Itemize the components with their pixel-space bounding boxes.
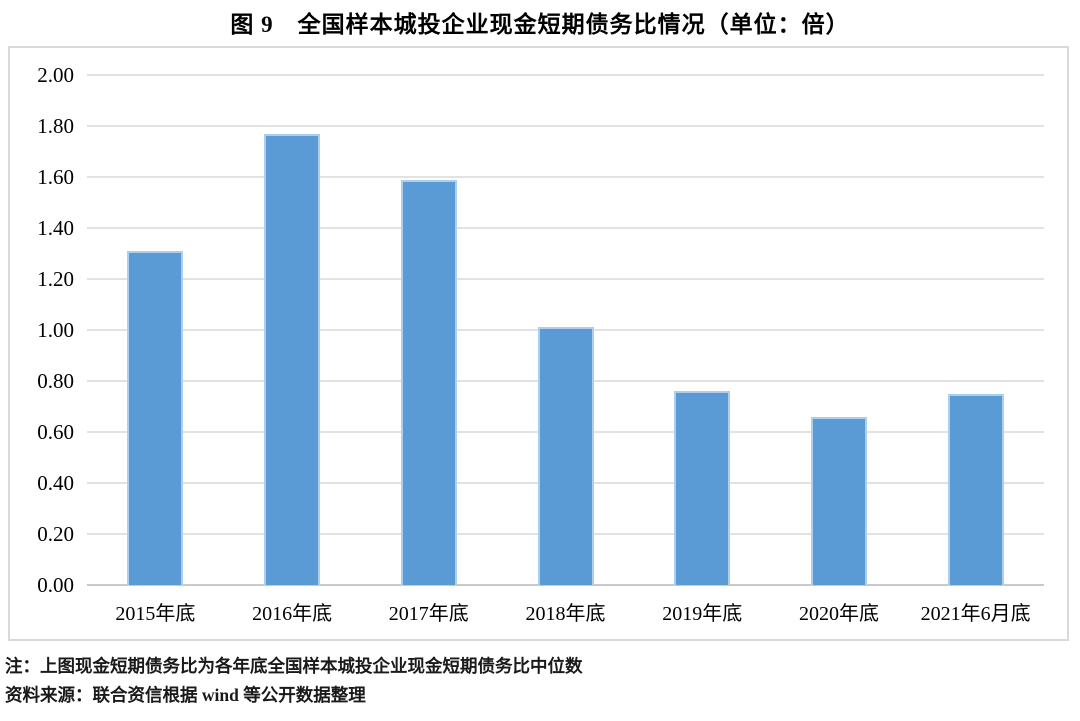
gridline [87,278,1044,280]
x-axis-line [87,584,1044,586]
y-axis-tick-label: 2.00 [37,63,74,87]
x-axis-tick-label: 2018年底 [525,603,606,625]
y-axis-tick-label: 1.80 [37,114,74,138]
note-definition: 注：上图现金短期债务比为各年底全国样本城投企业现金短期债务比中位数 [5,656,583,676]
x-axis-labels: 2015年底 2016年底 2017年底 2018年底 2019年底 2020年底 2021… [87,597,1044,626]
bar-2021年6月底 [947,393,1004,585]
x-axis-tick-label: 2020年底 [798,603,879,625]
y-axis-tick-label: 0.00 [37,573,74,597]
y-axis-tick-label: 0.40 [37,471,74,495]
y-axis-tick-label: 0.60 [37,420,74,444]
y-axis-tick-label: 0.80 [37,369,74,393]
x-axis-tick-label: 2017年底 [388,603,469,625]
gridline [87,227,1044,229]
gridline [87,176,1044,178]
x-axis-tick-label: 2015年底 [115,603,196,625]
x-axis-tick-label: 2016年底 [252,603,333,625]
bar-2016年底 [264,133,321,585]
y-axis-tick-label: 1.00 [37,318,74,342]
y-axis-tick-label: 1.20 [37,267,74,291]
bar-2015年底 [127,250,184,585]
chart-frame: 2015年底 2016年底 2017年底 2018年底 2019年底 2020年底 2021… [8,46,1069,641]
bar-2020年底 [810,416,867,585]
note-source: 资料来源：联合资信根据 wind 等公开数据整理 [5,685,366,705]
plot-area [87,74,1044,586]
bar-2018年底 [537,327,594,585]
y-axis-tick-label: 1.40 [37,216,74,240]
x-axis-tick-label: 2021年6月底 [920,603,1031,625]
gridline [87,125,1044,127]
bar-2017年底 [400,179,457,585]
y-axis-tick-label: 0.20 [37,522,74,546]
bar-2019年底 [674,391,731,585]
y-axis-tick-label: 1.60 [37,165,74,189]
chart-footnotes: 注：上图现金短期债务比为各年底全国样本城投企业现金短期债务比中位数 资料来源：联… [5,652,583,710]
x-axis-tick-label: 2019年底 [662,603,743,625]
chart-title: 图 9 全国样本城投企业现金短期债务比情况（单位：倍） [230,12,850,37]
gridline [87,74,1044,76]
